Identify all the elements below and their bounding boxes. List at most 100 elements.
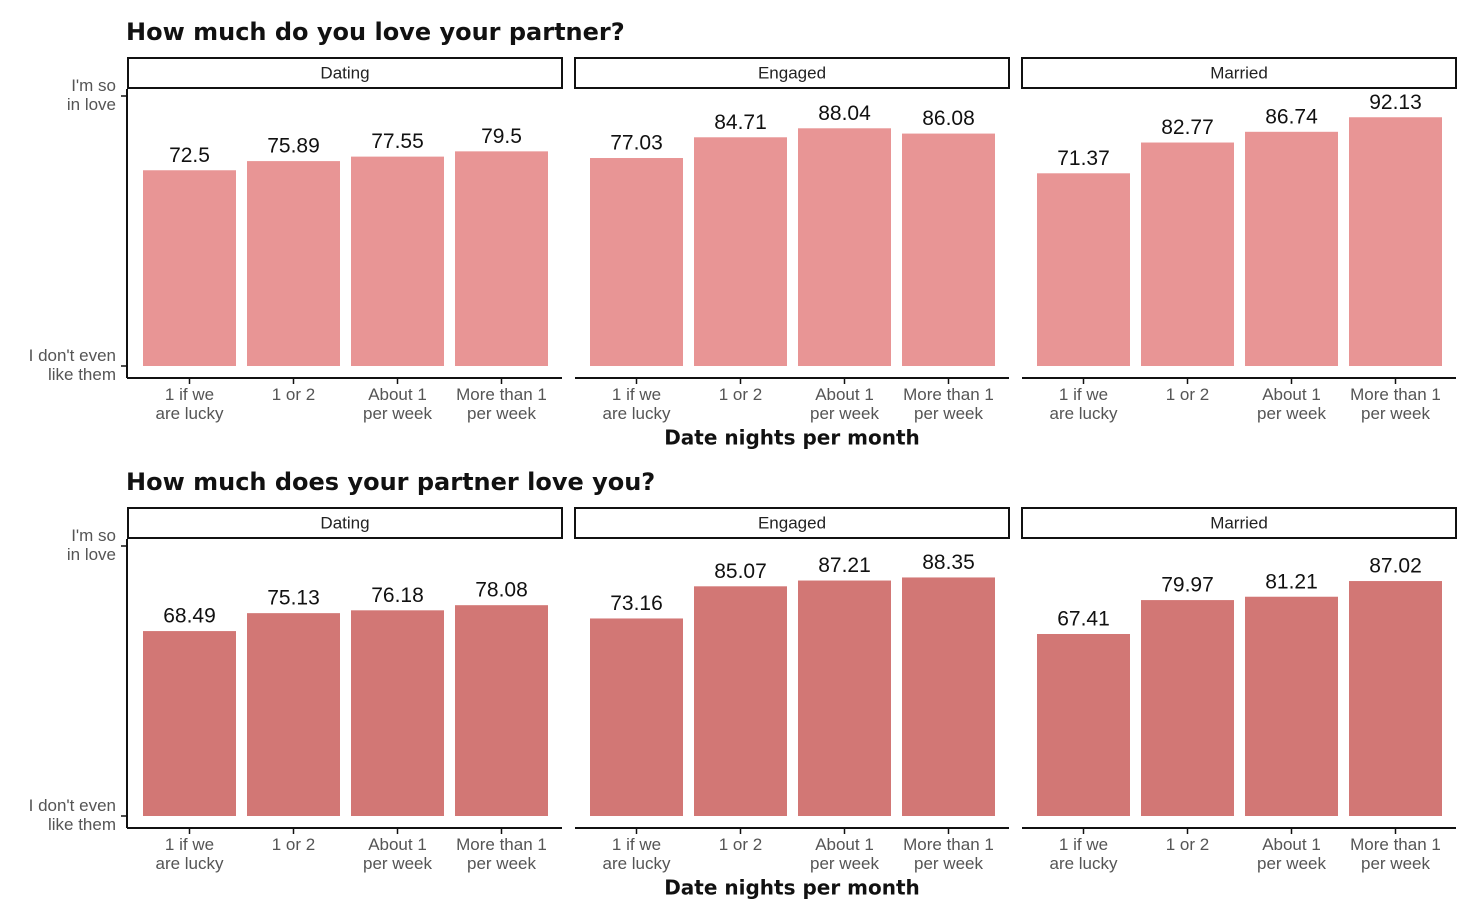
x-tick-label-line: per week bbox=[1361, 854, 1430, 873]
data-label: 86.74 bbox=[1265, 105, 1318, 128]
bar bbox=[1141, 142, 1234, 366]
x-tick-label: 1 or 2 bbox=[272, 835, 315, 854]
panel-engaged: Engaged 73.16 1 if we are lucky 85.07 1 or 2 8… bbox=[574, 507, 1010, 873]
data-label: 86.08 bbox=[922, 107, 975, 130]
y-tick-label-line: in love bbox=[67, 95, 116, 114]
x-tick-label: 1 if we are lucky bbox=[155, 385, 224, 423]
x-tick-label: More than 1 per week bbox=[456, 385, 547, 423]
bar bbox=[902, 577, 995, 816]
x-tick-label: More than 1 per week bbox=[456, 835, 547, 873]
bar bbox=[1349, 581, 1442, 816]
x-tick-label-line: per week bbox=[1361, 404, 1430, 423]
y-tick-label: I don't even like them bbox=[29, 796, 116, 834]
x-tick-label-line: More than 1 bbox=[1350, 835, 1441, 854]
x-tick-label-line: are lucky bbox=[602, 404, 671, 423]
x-tick-label: 1 if we are lucky bbox=[602, 835, 671, 873]
x-tick-label-line: 1 if we bbox=[165, 835, 214, 854]
strip-label: Married bbox=[1210, 63, 1268, 82]
chart-1: How much do you love your partner? I don'… bbox=[29, 18, 1457, 450]
y-tick-label: I don't even like them bbox=[29, 346, 116, 384]
data-label: 88.35 bbox=[922, 551, 975, 574]
bar bbox=[1245, 131, 1338, 366]
x-tick-label-line: are lucky bbox=[602, 854, 671, 873]
x-tick-label: More than 1 per week bbox=[903, 835, 994, 873]
x-tick-label-line: are lucky bbox=[155, 404, 224, 423]
strip-box bbox=[127, 57, 563, 89]
y-tick-label-line: I don't even bbox=[29, 796, 116, 815]
bar bbox=[1245, 596, 1338, 816]
data-label: 79.97 bbox=[1161, 574, 1214, 597]
data-label: 73.16 bbox=[610, 592, 663, 615]
x-tick-label-line: More than 1 bbox=[903, 835, 994, 854]
x-tick-label-line: About 1 bbox=[1262, 385, 1321, 404]
data-label: 87.02 bbox=[1369, 555, 1422, 578]
bar bbox=[143, 631, 236, 816]
x-tick-label: More than 1 per week bbox=[1350, 835, 1441, 873]
x-tick-label: About 1 per week bbox=[363, 835, 432, 873]
x-tick-label-line: per week bbox=[810, 854, 879, 873]
x-tick-label-line: 1 if we bbox=[165, 385, 214, 404]
panel-engaged: Engaged 77.03 1 if we are lucky 84.71 1 or 2 8… bbox=[574, 57, 1010, 423]
strip-label: Married bbox=[1210, 513, 1268, 532]
x-tick-label: 1 if we are lucky bbox=[155, 835, 224, 873]
x-tick-label-line: About 1 bbox=[368, 385, 427, 404]
x-tick-label-line: per week bbox=[1257, 854, 1326, 873]
x-tick-label-line: About 1 bbox=[368, 835, 427, 854]
x-tick-label-line: are lucky bbox=[155, 854, 224, 873]
x-tick-label-line: More than 1 bbox=[456, 385, 547, 404]
bar bbox=[590, 158, 683, 366]
x-tick-label-line: are lucky bbox=[1049, 404, 1118, 423]
x-tick-label-line: per week bbox=[1257, 404, 1326, 423]
chart-2: How much does your partner love you? I do… bbox=[29, 468, 1457, 900]
x-tick-label: 1 if we are lucky bbox=[1049, 835, 1118, 873]
x-tick-label: More than 1 per week bbox=[1350, 385, 1441, 423]
data-label: 76.18 bbox=[371, 584, 424, 607]
data-label: 75.13 bbox=[267, 587, 320, 610]
x-axis-title: Date nights per month bbox=[664, 876, 920, 900]
strip-box bbox=[1021, 507, 1457, 539]
bar bbox=[590, 618, 683, 816]
x-tick-label-line: per week bbox=[914, 854, 983, 873]
x-tick-label-line: 1 or 2 bbox=[272, 385, 315, 404]
strip-box bbox=[574, 57, 1010, 89]
x-tick-label-line: More than 1 bbox=[903, 385, 994, 404]
x-tick-label: 1 if we are lucky bbox=[1049, 385, 1118, 423]
x-tick-label: 1 if we are lucky bbox=[602, 385, 671, 423]
bar bbox=[1037, 173, 1130, 366]
data-label: 77.03 bbox=[610, 132, 663, 155]
chart-title: How much do you love your partner? bbox=[126, 18, 625, 46]
data-label: 84.71 bbox=[714, 111, 767, 134]
x-tick-label-line: About 1 bbox=[1262, 835, 1321, 854]
x-tick-label-line: More than 1 bbox=[1350, 385, 1441, 404]
x-axis-title: Date nights per month bbox=[664, 426, 920, 450]
x-tick-label-line: 1 if we bbox=[1059, 385, 1108, 404]
x-tick-label: 1 or 2 bbox=[1166, 835, 1209, 854]
x-tick-label-line: 1 or 2 bbox=[719, 385, 762, 404]
x-tick-label: About 1 per week bbox=[1257, 835, 1326, 873]
bar bbox=[1141, 600, 1234, 816]
strip-label: Dating bbox=[320, 513, 369, 532]
data-label: 75.89 bbox=[267, 135, 320, 158]
x-tick-label-line: per week bbox=[363, 404, 432, 423]
x-tick-label-line: About 1 bbox=[815, 835, 874, 854]
data-label: 92.13 bbox=[1369, 91, 1422, 114]
data-label: 85.07 bbox=[714, 560, 767, 583]
y-tick-label-line: I'm so bbox=[71, 76, 116, 95]
y-tick-label-line: I'm so bbox=[71, 526, 116, 545]
x-tick-label-line: per week bbox=[467, 404, 536, 423]
data-label: 68.49 bbox=[163, 605, 216, 628]
x-tick-label-line: per week bbox=[914, 404, 983, 423]
x-tick-label-line: 1 if we bbox=[612, 385, 661, 404]
bar bbox=[798, 128, 891, 366]
data-label: 88.04 bbox=[818, 102, 871, 125]
data-label: 82.77 bbox=[1161, 116, 1214, 139]
data-label: 78.08 bbox=[475, 579, 528, 602]
bar bbox=[798, 580, 891, 816]
y-tick-label: I'm so in love bbox=[67, 526, 116, 564]
x-tick-label-line: More than 1 bbox=[456, 835, 547, 854]
x-tick-label-line: 1 if we bbox=[1059, 835, 1108, 854]
bar bbox=[902, 133, 995, 366]
x-tick-label-line: 1 or 2 bbox=[719, 835, 762, 854]
bar bbox=[694, 137, 787, 366]
